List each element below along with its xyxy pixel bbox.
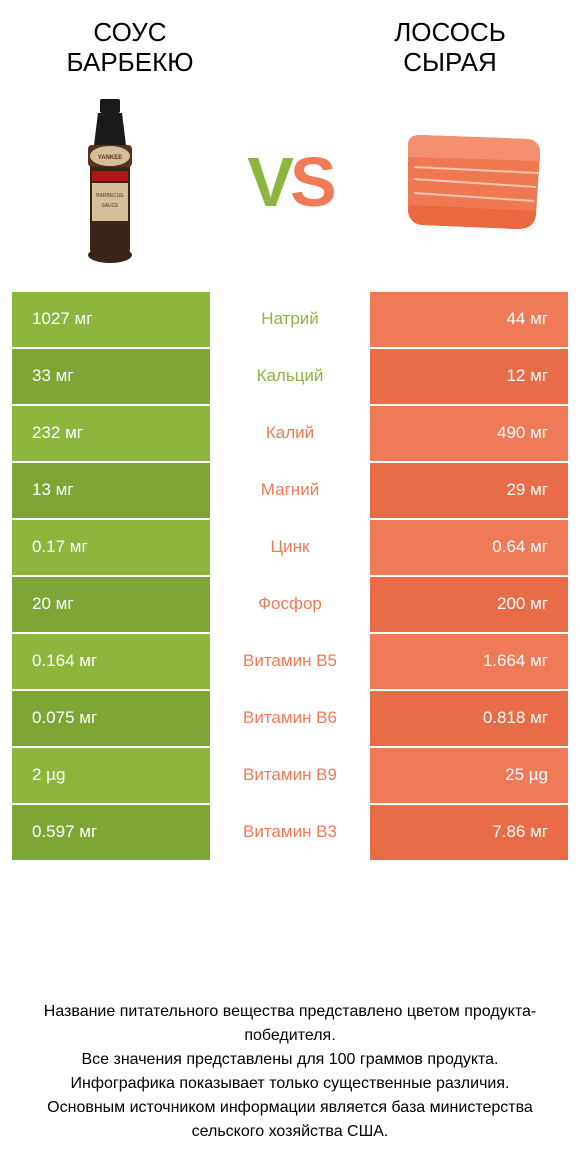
footer-line-1: Название питательного вещества представл… (22, 1000, 558, 1048)
footer-line-4: Основным источником информации является … (22, 1096, 558, 1144)
table-row: 33 мгКальций12 мг (12, 349, 568, 404)
left-value: 0.17 мг (12, 520, 210, 575)
right-title: ЛОСОСЬ СЫРАЯ (350, 18, 550, 78)
svg-text:BARBECUE: BARBECUE (96, 193, 124, 199)
nutrient-label: Фосфор (210, 577, 370, 632)
table-row: 1027 мгНатрий44 мг (12, 292, 568, 347)
right-value: 12 мг (370, 349, 568, 404)
right-value: 25 µg (370, 748, 568, 803)
left-value: 1027 мг (12, 292, 210, 347)
footer-line-2: Все значения представлены для 100 граммо… (22, 1048, 558, 1072)
left-value: 0.597 мг (12, 805, 210, 860)
left-value: 20 мг (12, 577, 210, 632)
left-title-line1: СОУС (93, 17, 166, 47)
nutrient-label: Цинк (210, 520, 370, 575)
right-value: 44 мг (370, 292, 568, 347)
left-title-line2: БАРБЕКЮ (67, 47, 194, 77)
vs-s: S (290, 143, 333, 221)
right-title-line1: ЛОСОСЬ (394, 17, 506, 47)
left-value: 0.164 мг (12, 634, 210, 689)
svg-text:YANKEE: YANKEE (98, 155, 122, 161)
left-value: 232 мг (12, 406, 210, 461)
right-value: 29 мг (370, 463, 568, 518)
nutrient-label: Кальций (210, 349, 370, 404)
comparison-table: 1027 мгНатрий44 мг33 мгКальций12 мг232 м… (0, 292, 580, 862)
nutrient-label: Витамин B9 (210, 748, 370, 803)
left-value: 0.075 мг (12, 691, 210, 746)
right-value: 7.86 мг (370, 805, 568, 860)
nutrient-label: Витамин B5 (210, 634, 370, 689)
table-row: 0.075 мгВитамин B60.818 мг (12, 691, 568, 746)
table-row: 0.597 мгВитамин B37.86 мг (12, 805, 568, 860)
right-value: 200 мг (370, 577, 568, 632)
left-product-image: YANKEE BARBECUE SAUCE (30, 92, 190, 272)
table-row: 232 мгКалий490 мг (12, 406, 568, 461)
images-row: YANKEE BARBECUE SAUCE VS (0, 86, 580, 292)
vs-v: V (247, 143, 290, 221)
header: СОУС БАРБЕКЮ ЛОСОСЬ СЫРАЯ (0, 0, 580, 86)
vs-label: VS (247, 142, 332, 222)
svg-text:SAUCE: SAUCE (101, 203, 119, 209)
footer-line-3: Инфографика показывает только существенн… (22, 1072, 558, 1096)
left-value: 2 µg (12, 748, 210, 803)
right-value: 0.64 мг (370, 520, 568, 575)
nutrient-label: Магний (210, 463, 370, 518)
right-product-image (390, 92, 550, 272)
left-value: 13 мг (12, 463, 210, 518)
nutrient-label: Калий (210, 406, 370, 461)
right-value: 490 мг (370, 406, 568, 461)
nutrient-label: Витамин B3 (210, 805, 370, 860)
right-title-line2: СЫРАЯ (403, 47, 497, 77)
table-row: 2 µgВитамин B925 µg (12, 748, 568, 803)
table-row: 0.17 мгЦинк0.64 мг (12, 520, 568, 575)
table-row: 20 мгФосфор200 мг (12, 577, 568, 632)
left-value: 33 мг (12, 349, 210, 404)
nutrient-label: Натрий (210, 292, 370, 347)
footer-notes: Название питательного вещества представл… (0, 976, 580, 1174)
left-title: СОУС БАРБЕКЮ (30, 18, 230, 78)
nutrient-label: Витамин B6 (210, 691, 370, 746)
table-row: 0.164 мгВитамин B51.664 мг (12, 634, 568, 689)
right-value: 1.664 мг (370, 634, 568, 689)
table-row: 13 мгМагний29 мг (12, 463, 568, 518)
right-value: 0.818 мг (370, 691, 568, 746)
